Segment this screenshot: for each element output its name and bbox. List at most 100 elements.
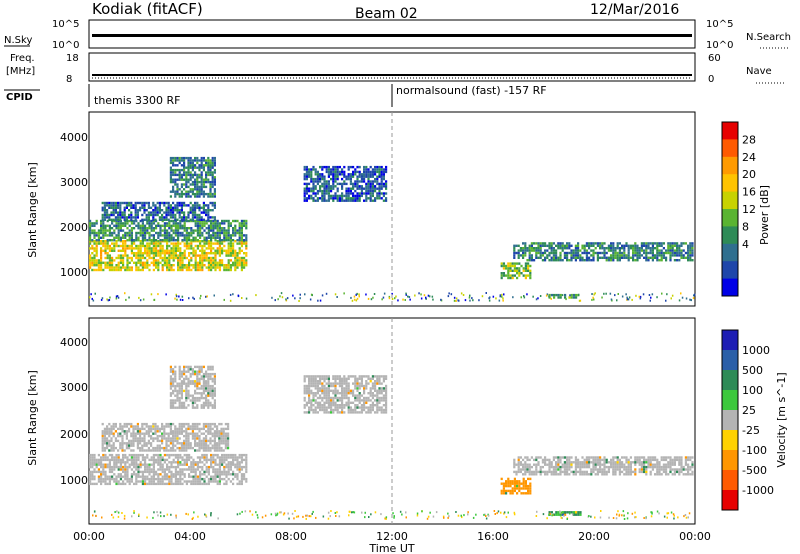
scatter-cell [100,219,103,223]
scatter-cell [356,165,359,169]
scatter-cell [183,266,186,269]
scatter-cell [93,453,96,457]
scatter-cell [207,427,210,431]
scatter-cell [196,461,199,464]
scatter-cell [122,236,125,239]
scatter-cell [166,468,169,471]
scatter-cell [185,244,188,248]
scatter-cell [180,394,183,397]
scatter-cell [144,247,147,250]
scatter-cell [347,173,350,176]
scatter-cell [155,261,158,264]
scatter-cell [535,254,538,257]
scatter-cell [221,249,224,252]
scatter-cell [334,380,337,383]
ground-scatter-dot [614,294,616,297]
scatter-cell [180,380,183,383]
scatter-cell [143,444,146,447]
scatter-cell [310,173,313,176]
scatter-cell [152,477,155,481]
scatter-cell [205,222,208,225]
scatter-cell [612,242,615,245]
scatter-cell [126,458,129,462]
scatter-cell [161,470,164,474]
ground-scatter-dot [625,293,627,296]
scatter-cell [594,242,597,245]
scatter-cell [365,194,368,198]
scatter-cell [371,185,374,188]
scatter-cell [314,394,317,397]
ground-scatter-dot [610,298,613,301]
scatter-cell [137,463,140,466]
scatter-cell [180,372,183,376]
scatter-cell [194,211,197,214]
scatter-cell [115,482,118,486]
scatter-cell [689,254,692,257]
scatter-cell [676,251,679,255]
scatter-cell [553,296,556,299]
scatter-cell [212,468,215,471]
scatter-cell [161,229,164,232]
ground-scatter-dot [420,297,423,300]
scatter-cell [89,254,92,257]
scatter-cell [106,442,109,445]
ground-scatter-dot [450,293,453,296]
scatter-cell [95,470,98,474]
scatter-cell [316,173,319,176]
scatter-cell [539,251,542,255]
scatter-cell [210,234,213,237]
scatter-cell [154,430,157,433]
scatter-cell [141,463,144,466]
ground-scatter-dot [381,298,383,301]
scatter-cell [95,219,98,223]
scatter-cell [647,259,650,262]
scatter-cell [524,254,527,257]
scatter-cell [537,251,540,255]
scatter-cell [207,392,210,395]
scatter-cell [159,229,162,232]
scatter-cell [124,475,127,478]
scatter-cell [220,449,223,452]
scatter-cell [125,442,128,445]
scatter-cell [101,434,104,438]
scatter-cell [178,387,181,390]
scatter-cell [174,213,177,217]
scatter-cell [119,244,122,248]
scatter-cell [196,392,199,395]
scatter-cell [243,473,246,476]
scatter-cell [507,272,510,275]
scatter-cell [170,268,173,272]
scatter-cell [500,262,503,265]
scatter-cell [187,216,190,219]
scatter-cell [150,256,153,260]
scatter-cell [218,477,221,481]
scatter-cell [179,475,182,478]
scatter-cell [369,199,372,202]
scatter-cell [382,170,385,174]
scatter-cell [338,382,341,385]
scatter-cell [196,404,199,407]
scatter-cell [552,242,555,245]
scatter-cell [240,244,243,248]
scatter-cell [176,159,179,162]
scatter-cell [168,475,171,478]
scatter-cell [596,256,599,259]
scatter-cell [221,473,224,476]
scatter-cell [535,242,538,245]
scatter-cell [385,392,388,395]
scatter-cell [130,204,133,207]
scatter-cell [185,176,188,179]
scatter-cell [150,456,153,459]
scatter-cell [552,259,555,262]
scatter-cell [220,422,223,426]
power-panel: 4000 3000 2000 1000 Slant Range [km] [26,111,696,307]
scatter-cell [632,251,635,255]
scatter-cell [174,218,177,221]
scatter-cell [152,461,155,464]
scatter-cell [568,247,571,250]
ground-scatter-dot [408,296,411,298]
scatter-cell [169,216,172,219]
scatter-cell [585,256,588,259]
scatter-cell [245,465,248,469]
scatter-cell [238,465,241,469]
